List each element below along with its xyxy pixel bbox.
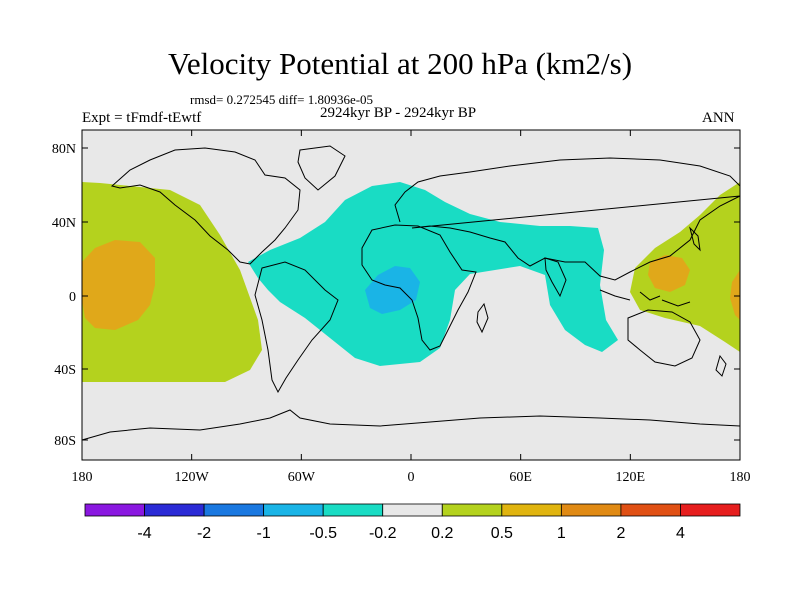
longitude-axis: 180 120W 60W 0 60E 120E 180 <box>72 130 751 485</box>
lat-label: 40S <box>54 363 76 378</box>
coastline-north-america <box>110 147 301 265</box>
plot-title: Velocity Potential at 200 hPa (km2/s) <box>167 46 633 81</box>
lon-label: 120W <box>175 470 210 485</box>
colorbar-label: 0.5 <box>491 525 513 542</box>
contour-region-pacific-positive <box>82 182 262 382</box>
coastline-new-zealand <box>715 354 727 377</box>
coastline-greenland <box>297 145 346 191</box>
colorbar-swatch <box>501 503 562 517</box>
stats-text: rmsd= 0.272545 diff= 1.80936e-05 <box>190 92 374 107</box>
colorbar-swatch <box>263 503 324 517</box>
colorbar-swatch <box>203 503 265 517</box>
colorbar-swatch <box>84 503 145 517</box>
coastline-indonesia <box>599 289 691 307</box>
colorbar-label: -0.5 <box>309 525 337 542</box>
colorbar-swatch <box>680 503 741 517</box>
colorbar-label: 0.2 <box>431 525 453 542</box>
lon-label: 60E <box>509 470 532 485</box>
colorbar-label: 4 <box>676 525 685 542</box>
lon-label: 60W <box>288 470 316 485</box>
colorbar: -4 -2 -1 -0.5 -0.2 0.2 0.5 1 2 4 <box>84 503 741 542</box>
coastline-india <box>544 257 567 298</box>
colorbar-swatch <box>144 503 205 517</box>
contour-region-pacific-core <box>82 240 155 330</box>
colorbar-label: 1 <box>557 525 566 542</box>
contour-region-guinea-core <box>365 266 420 314</box>
contour-regions <box>82 182 740 382</box>
colorbar-swatch <box>322 503 384 517</box>
coastline-africa <box>361 224 477 351</box>
coastlines <box>81 145 741 441</box>
coastline-australia <box>627 309 701 367</box>
lat-label: 80N <box>52 142 76 157</box>
lat-label: 40N <box>52 216 76 231</box>
lon-label: 0 <box>408 470 415 485</box>
coastline-madagascar <box>476 302 489 334</box>
contour-region-atlantic-negative <box>248 182 618 366</box>
colorbar-label: 2 <box>616 525 625 542</box>
colorbar-swatch <box>382 503 443 517</box>
contour-region-westpacific-core <box>648 255 690 292</box>
colorbar-label: -1 <box>257 525 271 542</box>
experiment-label: Expt = tFmdf-tEwtf <box>82 110 202 126</box>
colorbar-label: -4 <box>137 525 151 542</box>
colorbar-label: -0.2 <box>369 525 397 542</box>
colorbar-swatch <box>620 503 681 517</box>
coastline-south-america <box>254 261 339 394</box>
coastline-eurasia <box>394 157 741 281</box>
contour-region-dateline-core <box>730 270 740 320</box>
colorbar-label: -2 <box>197 525 211 542</box>
lon-label: 180 <box>72 470 93 485</box>
coastline-japan <box>689 226 701 252</box>
lon-label: 120E <box>616 470 646 485</box>
lat-label: 80S <box>54 434 76 449</box>
colorbar-swatch <box>560 503 622 517</box>
period-label: 2924kyr BP - 2924kyr BP <box>320 105 477 121</box>
colorbar-swatch <box>441 503 503 517</box>
lat-label: 0 <box>69 290 76 305</box>
latitude-axis: 80N 40N 0 40S 80S <box>52 142 740 449</box>
coastline-antarctica <box>81 409 741 441</box>
season-label: ANN <box>702 110 735 126</box>
lon-label: 180 <box>730 470 751 485</box>
